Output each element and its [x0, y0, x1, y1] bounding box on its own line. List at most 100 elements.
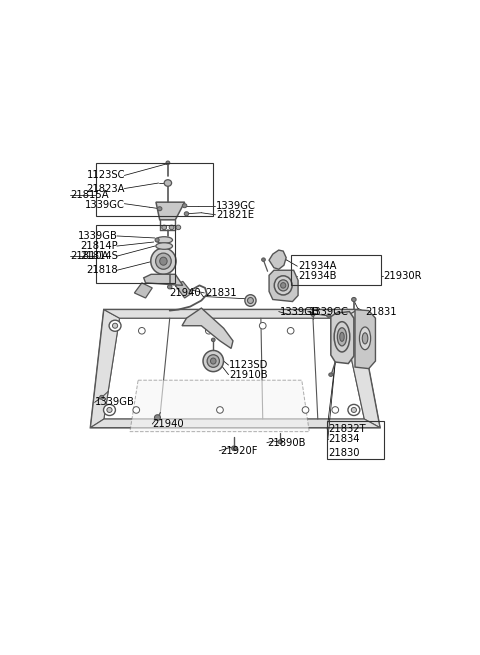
Ellipse shape [262, 258, 265, 261]
Ellipse shape [133, 407, 140, 413]
Text: 21834: 21834 [328, 434, 360, 444]
Ellipse shape [311, 313, 315, 316]
Polygon shape [269, 250, 286, 269]
Ellipse shape [329, 373, 333, 377]
Ellipse shape [100, 396, 104, 400]
Text: 21934B: 21934B [298, 271, 336, 281]
Text: 1339GB: 1339GB [78, 231, 118, 241]
Text: 1339GC: 1339GC [309, 307, 348, 316]
Bar [96, 163, 213, 215]
Ellipse shape [211, 338, 215, 342]
Text: 1339GC: 1339GC [85, 200, 125, 210]
Ellipse shape [352, 297, 356, 301]
Ellipse shape [157, 207, 162, 211]
Ellipse shape [160, 257, 167, 265]
Text: 21910B: 21910B [229, 369, 268, 380]
Ellipse shape [156, 253, 171, 269]
Text: 21832T: 21832T [328, 424, 365, 434]
Ellipse shape [164, 179, 172, 186]
Ellipse shape [278, 280, 288, 291]
Polygon shape [269, 271, 298, 301]
Ellipse shape [216, 407, 223, 413]
Polygon shape [182, 308, 233, 348]
Bar [327, 421, 384, 459]
Polygon shape [91, 310, 120, 428]
Ellipse shape [332, 407, 338, 413]
Ellipse shape [302, 407, 309, 413]
Text: 21934A: 21934A [298, 261, 336, 271]
Ellipse shape [112, 323, 118, 328]
Ellipse shape [162, 225, 167, 230]
Polygon shape [156, 202, 185, 220]
Polygon shape [104, 310, 358, 318]
Ellipse shape [351, 407, 357, 413]
Text: 1123SD: 1123SD [229, 360, 269, 370]
Text: 21821E: 21821E [216, 210, 254, 220]
Ellipse shape [362, 333, 368, 344]
Text: 21810A: 21810A [71, 251, 109, 261]
Ellipse shape [232, 446, 237, 451]
Text: 1339GB: 1339GB [279, 307, 319, 316]
Polygon shape [91, 419, 380, 428]
Text: 21818: 21818 [86, 265, 118, 275]
Ellipse shape [245, 295, 256, 307]
Ellipse shape [207, 355, 219, 367]
Polygon shape [134, 283, 152, 298]
Text: 21831: 21831 [205, 288, 237, 298]
Ellipse shape [337, 328, 347, 346]
Text: 21814P: 21814P [80, 241, 118, 251]
Ellipse shape [139, 328, 145, 334]
Ellipse shape [248, 297, 253, 303]
Bar [96, 225, 175, 283]
Text: 21831: 21831 [365, 307, 396, 316]
Ellipse shape [342, 323, 347, 328]
Ellipse shape [109, 320, 121, 331]
Ellipse shape [155, 238, 159, 242]
Ellipse shape [156, 243, 172, 250]
Ellipse shape [348, 404, 360, 415]
Polygon shape [130, 380, 309, 432]
Ellipse shape [278, 440, 282, 443]
Ellipse shape [274, 276, 292, 295]
Ellipse shape [155, 415, 160, 421]
Ellipse shape [205, 328, 212, 334]
Text: 21920F: 21920F [220, 446, 257, 456]
Ellipse shape [184, 212, 189, 215]
Ellipse shape [169, 225, 174, 230]
Ellipse shape [156, 236, 172, 243]
Polygon shape [91, 310, 380, 428]
Ellipse shape [259, 322, 266, 329]
Text: 21823A: 21823A [86, 183, 125, 193]
Ellipse shape [166, 161, 170, 164]
Polygon shape [331, 312, 354, 364]
Ellipse shape [182, 204, 187, 208]
Text: 21830: 21830 [328, 448, 360, 458]
Text: 21940: 21940 [152, 419, 184, 429]
Ellipse shape [107, 407, 112, 413]
Ellipse shape [360, 327, 371, 350]
Bar [290, 255, 381, 286]
Ellipse shape [281, 282, 286, 288]
Ellipse shape [104, 404, 115, 415]
Polygon shape [144, 274, 183, 286]
Polygon shape [355, 310, 375, 369]
Ellipse shape [210, 358, 216, 364]
Ellipse shape [338, 320, 350, 331]
Text: 21814S: 21814S [80, 251, 118, 261]
Ellipse shape [203, 350, 224, 371]
Ellipse shape [288, 328, 294, 334]
Ellipse shape [168, 285, 172, 289]
Text: 21815A: 21815A [71, 189, 109, 200]
Polygon shape [343, 310, 380, 428]
Text: 21890B: 21890B [267, 438, 306, 448]
Ellipse shape [176, 225, 180, 230]
Ellipse shape [327, 314, 330, 318]
Polygon shape [175, 282, 192, 298]
Ellipse shape [151, 248, 176, 274]
Text: 21940: 21940 [170, 288, 202, 298]
Text: 21930R: 21930R [384, 271, 422, 281]
Ellipse shape [334, 322, 350, 352]
Polygon shape [104, 318, 364, 419]
Text: 1123SC: 1123SC [86, 170, 125, 180]
Text: 1339GC: 1339GC [216, 200, 256, 211]
